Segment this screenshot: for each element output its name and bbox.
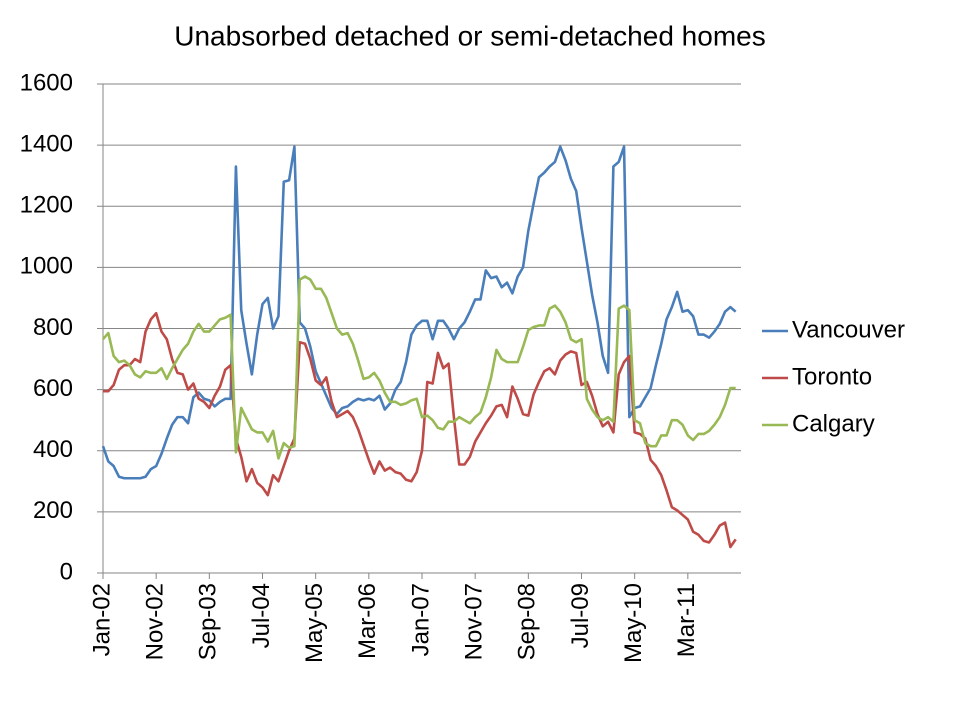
chart-title: Unabsorbed detached or semi-detached hom… xyxy=(174,20,765,51)
y-tick-label: 1600 xyxy=(20,69,73,96)
x-tick-label: Sep-03 xyxy=(195,583,222,660)
y-tick-label: 200 xyxy=(33,497,73,524)
x-tick-label: Nov-02 xyxy=(142,583,169,660)
y-tick-label: 1400 xyxy=(20,130,73,157)
y-tick-label: 400 xyxy=(33,436,73,463)
legend-label: Vancouver xyxy=(792,316,905,343)
y-tick-label: 600 xyxy=(33,375,73,402)
legend-label: Calgary xyxy=(792,410,875,437)
x-tick-label: Jan-07 xyxy=(407,583,434,656)
x-tick-label: Jul-09 xyxy=(567,583,594,648)
y-tick-label: 800 xyxy=(33,314,73,341)
x-tick-label: Nov-07 xyxy=(461,583,488,660)
series-line xyxy=(101,145,737,480)
y-tick-label: 0 xyxy=(60,558,73,585)
series-line xyxy=(102,275,736,460)
x-tick-label: Sep-08 xyxy=(514,583,541,660)
y-tick-label: 1200 xyxy=(20,192,73,219)
x-tick-label: Mar-06 xyxy=(354,583,381,659)
y-tick-label: 1000 xyxy=(20,253,73,280)
x-tick-label: May-05 xyxy=(301,583,328,663)
series-line xyxy=(103,311,737,549)
x-tick-label: May-10 xyxy=(620,583,647,663)
legend-label: Toronto xyxy=(792,363,872,390)
x-tick-label: Jan-02 xyxy=(88,583,115,656)
x-tick-label: Mar-11 xyxy=(673,583,700,657)
x-tick-label: Jul-04 xyxy=(248,583,275,648)
